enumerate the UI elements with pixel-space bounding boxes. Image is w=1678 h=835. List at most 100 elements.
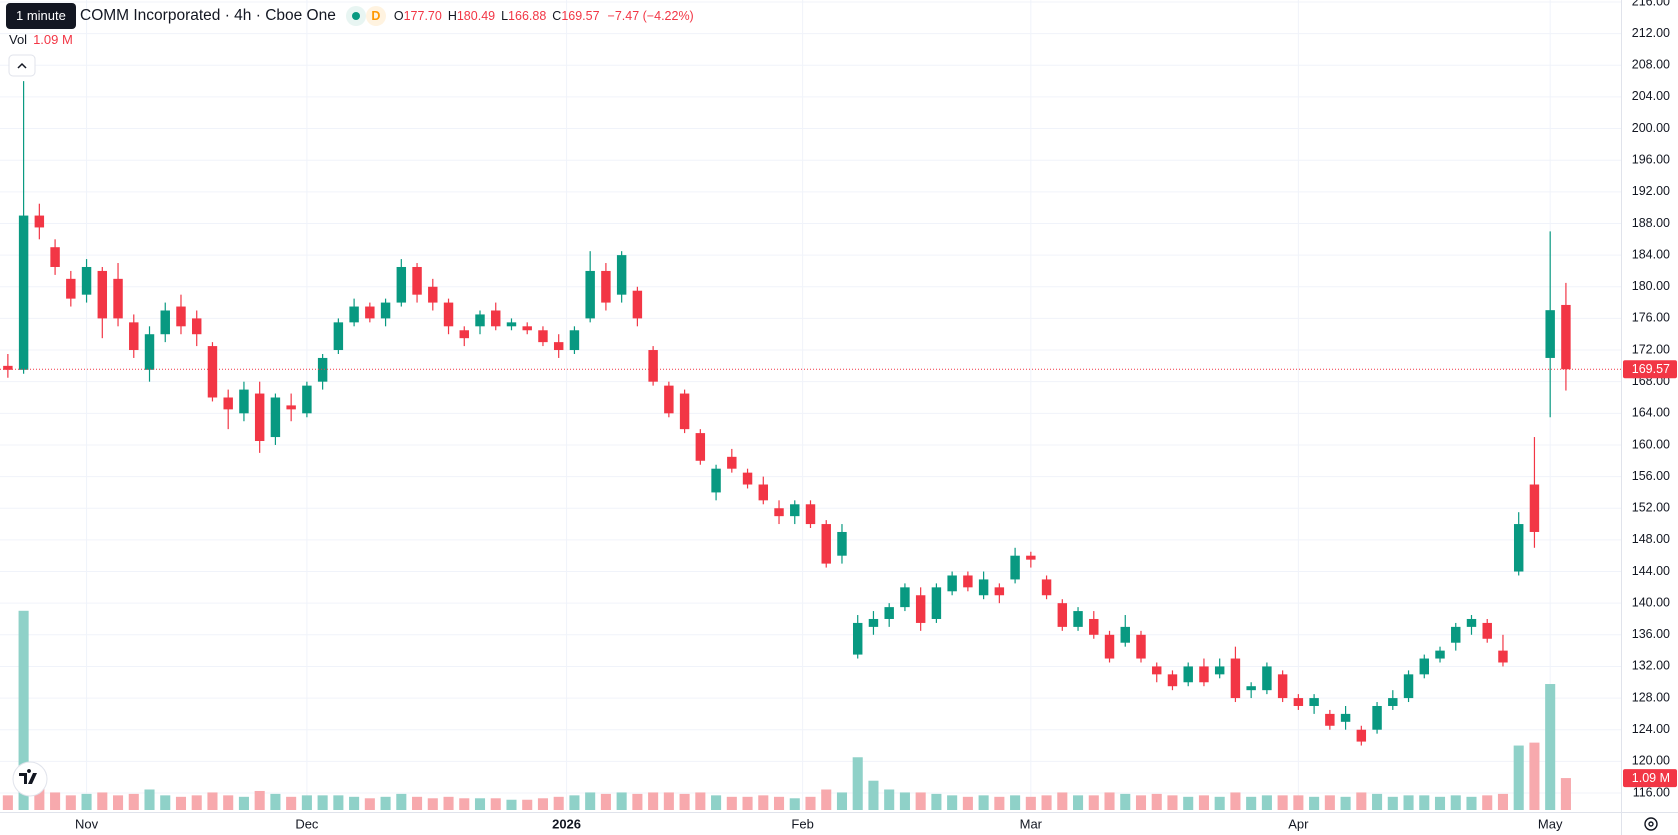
y-tick-label: 172.00 (1632, 342, 1670, 356)
volume-bar (301, 795, 312, 810)
volume-bar (931, 793, 942, 810)
candle-body (664, 385, 674, 414)
settings-button[interactable] (1644, 817, 1658, 831)
candle-body (223, 397, 233, 410)
candle-body (66, 278, 76, 299)
candle-body (1152, 666, 1162, 675)
ohlc-value: 169.57 (561, 9, 600, 23)
volume-bar (1041, 795, 1052, 810)
volume-legend[interactable]: Vol 1.09 M (9, 32, 73, 47)
collapse-button-box (8, 54, 36, 77)
y-tick-label: 164.00 (1632, 406, 1670, 420)
y-tick-label: 188.00 (1632, 216, 1670, 230)
ohlc-item: C169.57 (552, 9, 599, 23)
volume-bar (1198, 795, 1209, 810)
y-tick-label: 216.00 (1632, 0, 1670, 8)
candle-body (506, 322, 517, 327)
volume-bar (1545, 684, 1556, 810)
candle-body (931, 587, 942, 619)
volume-bar (852, 757, 863, 810)
volume-bar (1529, 742, 1540, 810)
y-tick-label: 160.00 (1632, 437, 1670, 451)
y-tick-label: 176.00 (1632, 311, 1670, 325)
volume-bar (1434, 796, 1446, 810)
volume-bar (1372, 793, 1383, 810)
candle-body (1120, 626, 1130, 643)
x-tick-label: Dec (295, 816, 319, 831)
candle-body (34, 215, 45, 228)
volume-bar (443, 796, 454, 810)
volume-bar (128, 793, 139, 810)
tradingview-logo[interactable] (12, 761, 48, 797)
volume-bar (899, 792, 910, 810)
candle-body (1010, 555, 1020, 580)
market-status[interactable] (345, 6, 366, 26)
candle-body (947, 575, 957, 592)
volume-bar (1214, 796, 1225, 810)
x-tick-label: Feb (791, 816, 813, 831)
volume-bar (616, 792, 627, 810)
candle-body (774, 508, 784, 517)
ohlc-key: O (393, 9, 404, 23)
collapse-button[interactable] (8, 54, 36, 77)
candle-body (632, 290, 643, 319)
volume-bar (742, 796, 753, 810)
candle-body (1262, 666, 1272, 691)
ohlc-item: O177.70 (394, 9, 442, 23)
volume-bar (490, 798, 501, 810)
candle-body (1136, 634, 1146, 659)
volume-bar (1497, 793, 1509, 810)
volume-bar (695, 792, 706, 810)
candle-body (491, 310, 501, 327)
volume-bar (773, 796, 785, 810)
interval-badge[interactable]: D (365, 6, 386, 26)
volume-bar (65, 795, 76, 810)
symbol-title[interactable]: COMM Incorporated · 4h · Cboe One (80, 7, 336, 24)
candle-body (144, 334, 155, 370)
y-tick-label: 208.00 (1632, 58, 1670, 72)
volume-bar (175, 796, 187, 810)
candle-body (742, 472, 753, 485)
candle-body (601, 270, 611, 303)
candle-body (1026, 555, 1036, 560)
volume-bar (160, 795, 171, 810)
y-tick-label: 132.00 (1632, 659, 1670, 673)
volume-bar (726, 796, 737, 810)
candle-body (884, 607, 894, 619)
tooltip: 1 minute (6, 3, 76, 29)
volume-bar (380, 796, 391, 810)
candle-body (207, 346, 218, 398)
candle-body (396, 266, 407, 303)
ohlc-key: H (447, 9, 457, 23)
volume-bar (1513, 745, 1524, 810)
volume-tag: 1.09 M (1632, 771, 1670, 785)
candle-body (81, 266, 92, 295)
candle-body (1340, 713, 1351, 722)
candle-body (758, 484, 769, 501)
x-tick-label: 2026 (552, 816, 581, 831)
volume-bar (1450, 795, 1461, 810)
candle-body (412, 266, 422, 295)
volume-bar (286, 796, 297, 810)
candle-body (727, 456, 737, 469)
volume-bar (254, 790, 265, 810)
candle-body (648, 350, 658, 382)
candle-body (1435, 650, 1445, 659)
candle-body (1356, 729, 1367, 742)
candle-body (522, 326, 532, 331)
volume-legend-name: Vol (9, 32, 28, 47)
volume-bar (18, 610, 29, 810)
volume-bar (1073, 795, 1084, 810)
volume-bar (1120, 793, 1131, 810)
candle-body (553, 342, 564, 351)
candle-body (1419, 658, 1429, 675)
candle-body (380, 302, 391, 319)
candle-body (1309, 698, 1319, 706)
volume-bar (1025, 796, 1036, 810)
candle-body (302, 385, 312, 414)
volume-bar (1104, 792, 1115, 810)
x-tick-label: Nov (75, 816, 99, 831)
y-tick-label: 124.00 (1632, 722, 1670, 736)
candle-body (286, 405, 296, 410)
candle-body (113, 278, 123, 319)
